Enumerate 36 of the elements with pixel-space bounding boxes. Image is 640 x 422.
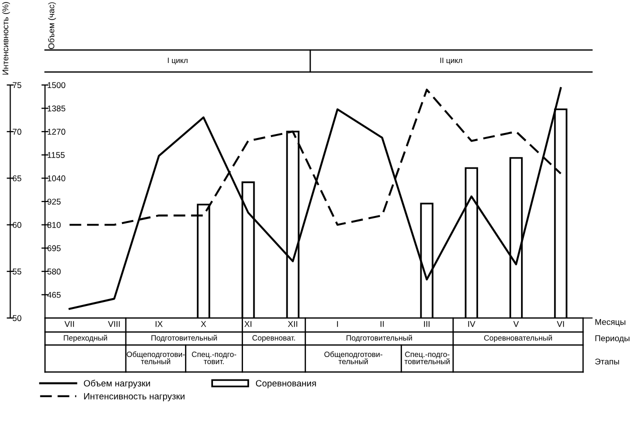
text: Месяцы (595, 319, 626, 326)
y2-tick-label: 65 (12, 175, 22, 182)
text: Этапы (595, 358, 620, 365)
y-tick-label: 1385 (48, 106, 66, 112)
x-tick-label: II (380, 321, 384, 327)
y-tick-label: 925 (47, 198, 61, 205)
x-tick-label: VIII (108, 321, 120, 327)
x-tick-label: XI (244, 321, 252, 327)
y-tick-label: 1500 (48, 82, 66, 88)
legend-label: Объем нагрузки (84, 380, 150, 388)
y-tick-label: 1270 (48, 128, 66, 135)
x-tick-label: XII (288, 321, 298, 327)
y2-tick-label: 60 (12, 222, 22, 228)
x-tick-label: III (424, 321, 430, 327)
y-tick-label: 695 (48, 245, 61, 252)
legend-label: Интенсивность нагрузки (84, 393, 184, 402)
y2-tick-label: 55 (12, 268, 22, 274)
legend-label: Соревнования (256, 380, 316, 388)
y2-tick-label: 70 (12, 128, 22, 135)
y2-tick-label: 75 (12, 82, 22, 88)
x-tick-label: VII (64, 321, 74, 327)
text: Периоды (595, 335, 630, 343)
x-tick-label: X (200, 321, 206, 327)
y-tick-label: 580 (47, 268, 61, 274)
y-tick-label: 1155 (48, 152, 65, 158)
x-tick-label: V (513, 321, 519, 327)
x-tick-label: I (337, 321, 338, 327)
x-tick-label: VI (556, 321, 564, 327)
x-tick-label: IV (468, 321, 476, 327)
y-tick-label: 810 (47, 222, 61, 228)
x-tick-label: IX (156, 321, 163, 327)
y-axis-title: Объем (час) (48, 2, 56, 49)
y2-tick-label: 50 (12, 315, 22, 322)
y-tick-label: 1040 (48, 175, 66, 182)
y2-axis-title: Интенсивность (%) (2, 2, 10, 75)
y-tick-label: 465 (47, 292, 61, 298)
